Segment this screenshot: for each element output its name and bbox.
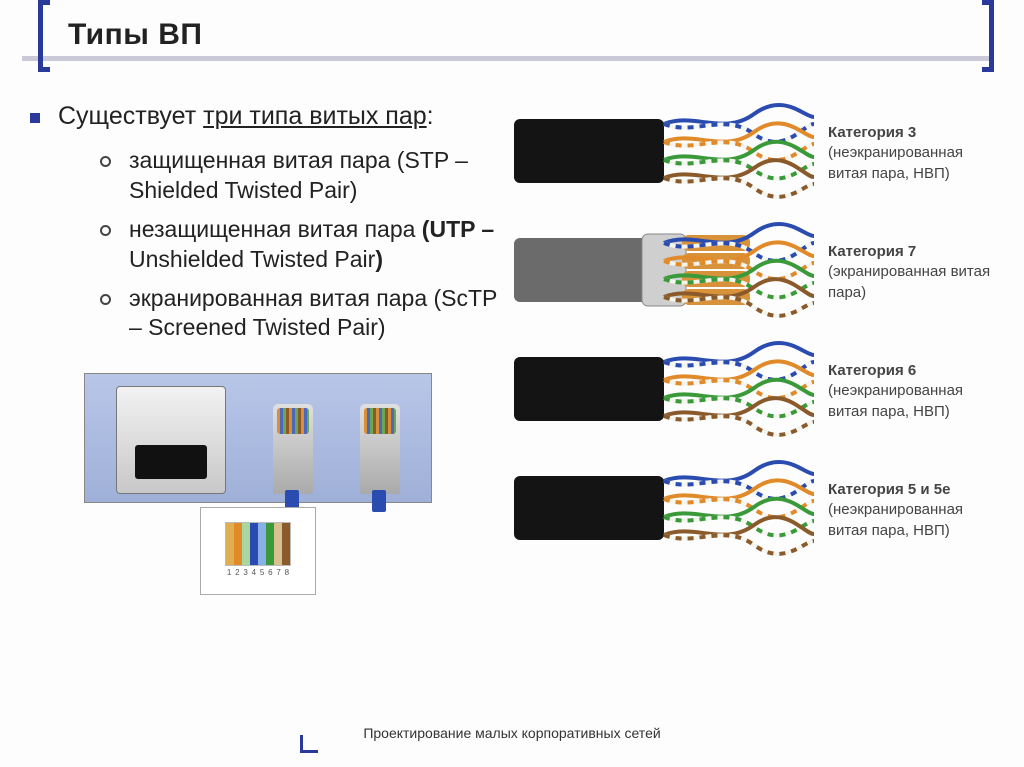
bracket-left (38, 0, 50, 72)
slide-title: Типы ВП (68, 18, 1024, 52)
intro-prefix: Существует (58, 102, 203, 130)
circle-bullet-icon (100, 156, 111, 167)
sub-item: незащищенная витая пара (UTP – Unshielde… (100, 215, 502, 274)
cable-illustration (514, 339, 814, 444)
cable-label: Категория 5 и 5е(неэкранированная витая … (828, 480, 1006, 541)
sub-item-text: защищенная витая пара (STP – Shielded Tw… (129, 146, 502, 205)
cable-illustration (514, 101, 814, 206)
cable-row: Категория 7(экранированная витая пара) (514, 220, 1006, 325)
slide-footer: Проектирование малых корпоративных сетей (0, 725, 1024, 741)
intro-text: Существует три типа витых пар: (58, 101, 434, 132)
cable-label: Категория 6(неэкранированная витая пара,… (828, 361, 1006, 422)
slide-content: Существует три типа витых пар: защищенна… (0, 69, 1024, 595)
connector-photo-block: 12345678 (84, 373, 432, 595)
slide-header: Типы ВП (0, 0, 1024, 69)
cable-label: Категория 3(неэкранированная витая пара,… (828, 123, 1006, 184)
intro-row: Существует три типа витых пар: (22, 101, 502, 132)
circle-bullet-icon (100, 225, 111, 236)
right-column: Категория 3(неэкранированная витая пара,… (514, 101, 1006, 595)
sub-item: защищенная витая пара (STP – Shielded Tw… (100, 146, 502, 205)
cable-illustration (514, 458, 814, 563)
intro-underlined: три типа витых пар (203, 102, 427, 130)
cable-icon (514, 220, 814, 320)
rj45-plug-icon (360, 404, 400, 494)
square-bullet-icon (30, 113, 40, 123)
sub-item-text: незащищенная витая пара (UTP – Unshielde… (129, 215, 502, 274)
header-rule (22, 56, 990, 61)
pinout-diagram: 12345678 (200, 507, 316, 595)
cable-row: Категория 6(неэкранированная витая пара,… (514, 339, 1006, 444)
intro-suffix: : (427, 102, 434, 130)
rj45-plug-icon (273, 404, 313, 494)
cable-icon (514, 339, 814, 439)
rj45-jack-icon (116, 386, 226, 494)
cable-icon (514, 101, 814, 201)
sub-list: защищенная витая пара (STP – Shielded Tw… (100, 146, 502, 343)
cable-label: Категория 7(экранированная витая пара) (828, 242, 1006, 303)
cable-list: Категория 3(неэкранированная витая пара,… (514, 101, 1006, 563)
bracket-bottom-icon (300, 735, 318, 753)
cable-row: Категория 5 и 5е(неэкранированная витая … (514, 458, 1006, 563)
rj45-photo (84, 373, 432, 503)
left-column: Существует три типа витых пар: защищенна… (22, 101, 502, 595)
sub-item-text: экранированная витая пара (ScTP – Screen… (129, 284, 502, 343)
cable-illustration (514, 220, 814, 325)
cable-icon (514, 458, 814, 558)
bracket-right (982, 0, 994, 72)
cable-row: Категория 3(неэкранированная витая пара,… (514, 101, 1006, 206)
sub-item: экранированная витая пара (ScTP – Screen… (100, 284, 502, 343)
circle-bullet-icon (100, 294, 111, 305)
